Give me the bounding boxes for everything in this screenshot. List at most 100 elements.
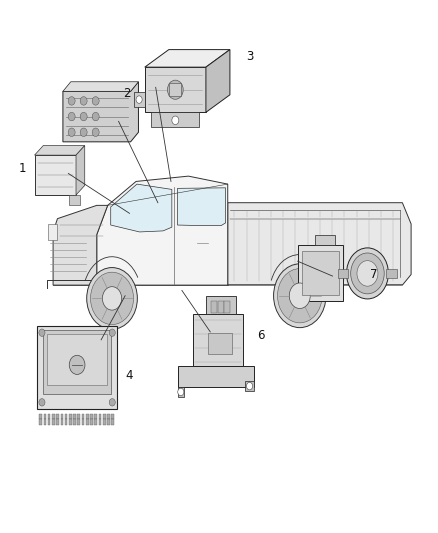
Circle shape: [178, 388, 184, 395]
Polygon shape: [35, 146, 85, 155]
Circle shape: [172, 116, 179, 125]
Bar: [224, 301, 230, 313]
Bar: [99, 414, 101, 419]
Polygon shape: [297, 245, 343, 301]
Text: 6: 6: [257, 329, 264, 342]
Bar: [48, 414, 50, 419]
Circle shape: [92, 96, 99, 105]
Polygon shape: [228, 203, 411, 285]
Bar: [107, 414, 110, 419]
Circle shape: [167, 80, 183, 99]
Circle shape: [351, 253, 384, 294]
Polygon shape: [193, 314, 243, 366]
Bar: [107, 419, 110, 425]
Bar: [95, 419, 97, 425]
Circle shape: [357, 261, 378, 286]
Bar: [99, 419, 101, 425]
Text: 3: 3: [246, 50, 253, 63]
Circle shape: [39, 329, 45, 336]
Bar: [82, 419, 85, 425]
Polygon shape: [97, 176, 228, 285]
Bar: [111, 414, 114, 419]
Bar: [103, 414, 106, 419]
Text: 1: 1: [19, 161, 26, 175]
Bar: [48, 419, 50, 425]
Bar: [90, 419, 93, 425]
Bar: [302, 251, 339, 295]
Circle shape: [109, 399, 115, 406]
Bar: [43, 419, 46, 425]
Polygon shape: [111, 184, 172, 232]
Circle shape: [136, 96, 142, 103]
Polygon shape: [145, 67, 206, 112]
Polygon shape: [134, 92, 145, 107]
Bar: [78, 419, 80, 425]
Bar: [69, 419, 72, 425]
Bar: [48, 224, 57, 240]
Bar: [218, 301, 224, 313]
Polygon shape: [70, 195, 81, 205]
Circle shape: [102, 287, 122, 310]
Polygon shape: [63, 82, 138, 142]
Bar: [103, 419, 106, 425]
Circle shape: [92, 112, 99, 121]
Circle shape: [80, 128, 87, 136]
Circle shape: [87, 268, 138, 329]
Bar: [111, 419, 114, 425]
Polygon shape: [76, 146, 85, 195]
Text: 7: 7: [370, 268, 378, 281]
Bar: [386, 269, 397, 278]
Polygon shape: [37, 326, 117, 409]
Bar: [315, 235, 335, 245]
Bar: [208, 333, 232, 354]
Bar: [338, 269, 349, 278]
Circle shape: [68, 112, 75, 121]
Circle shape: [80, 96, 87, 105]
Polygon shape: [151, 112, 199, 127]
Circle shape: [80, 112, 87, 121]
Circle shape: [346, 248, 389, 299]
Circle shape: [69, 356, 85, 374]
Bar: [86, 414, 88, 419]
Bar: [52, 414, 55, 419]
Bar: [73, 414, 76, 419]
Bar: [65, 414, 67, 419]
Polygon shape: [177, 387, 184, 397]
Circle shape: [274, 264, 326, 328]
Circle shape: [39, 399, 45, 406]
Bar: [90, 414, 93, 419]
Bar: [95, 414, 97, 419]
Bar: [39, 419, 42, 425]
Bar: [211, 301, 217, 313]
Bar: [169, 83, 181, 96]
Circle shape: [68, 96, 75, 105]
Circle shape: [92, 128, 99, 136]
Bar: [60, 414, 63, 419]
Circle shape: [91, 272, 134, 325]
Bar: [39, 414, 42, 419]
Polygon shape: [53, 205, 108, 285]
Bar: [65, 419, 67, 425]
Polygon shape: [177, 366, 254, 387]
Bar: [43, 330, 111, 394]
Polygon shape: [63, 82, 138, 91]
Bar: [57, 419, 59, 425]
Circle shape: [278, 269, 322, 323]
Text: 2: 2: [124, 87, 131, 100]
Bar: [73, 419, 76, 425]
Bar: [69, 414, 72, 419]
Polygon shape: [206, 296, 237, 314]
Circle shape: [109, 329, 115, 336]
Polygon shape: [245, 381, 254, 391]
Bar: [47, 334, 107, 385]
Polygon shape: [145, 50, 230, 67]
Circle shape: [68, 128, 75, 136]
Polygon shape: [206, 50, 230, 112]
Bar: [82, 414, 85, 419]
Bar: [78, 414, 80, 419]
Bar: [43, 414, 46, 419]
Bar: [60, 419, 63, 425]
Polygon shape: [35, 155, 76, 195]
Circle shape: [247, 382, 253, 390]
Circle shape: [289, 283, 310, 309]
